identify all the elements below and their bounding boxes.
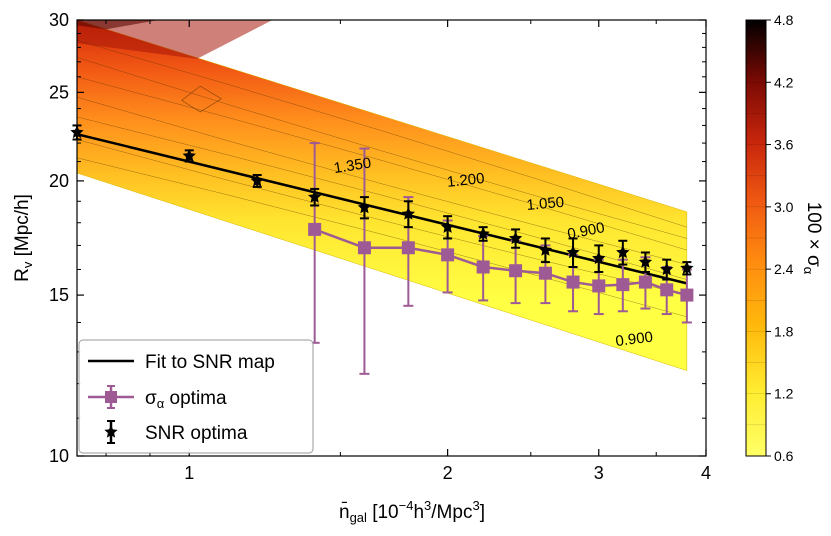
x-tick-label: 4 [701,463,711,483]
contour-line [77,116,687,280]
snr-optima-point [566,245,580,259]
snr-optima-point [660,262,674,276]
contour-label: 1.200 [446,170,485,191]
colorbar-tick-label: 1.2 [774,386,794,402]
snr-optima-point [182,148,196,162]
legend: Fit to SNR map σα optima SNR optima [78,339,314,454]
sigma-optima-point [638,275,652,289]
y-axis-title: Rv [Mpc/h] [12,194,35,282]
x-tick-label: 3 [594,463,604,483]
colorbar-tick-label: 1.8 [774,323,794,339]
colorbar-tick-label: 3.6 [774,137,794,153]
x-tick-label: 1 [184,463,194,483]
sigma-optima-point [476,260,490,274]
sigma-optima-point [308,222,322,236]
colorbar-frame [745,19,767,457]
snr-optima-point [538,243,553,256]
y-tick-label: 30 [49,10,69,30]
y-tick-label: 15 [49,285,69,305]
sigma-optima-point [566,275,580,289]
sigma-optima-point [401,241,415,255]
snr-optima-point [250,173,264,187]
legend-fit-label: Fit to SNR map [145,352,275,373]
sigma-optima-point [441,248,455,262]
contour-darkest-band [77,20,159,30]
snr-optima-point [401,207,415,220]
colorbar-tick-label: 0.6 [774,448,794,464]
colorbar-bands [746,50,766,426]
sigma-optima-point [509,264,523,278]
colorbar-tick-label: 3.0 [774,199,794,215]
contour-line [77,57,687,239]
colorbar [746,20,766,456]
fit-line [77,132,688,285]
colorbar-ticks: 0.6 1.2 1.8 2.4 3.0 3.6 4.2 4.8 [766,12,794,464]
legend-snr-label: SNR optima [145,423,248,444]
y-tick-label: 25 [49,82,69,102]
sigma-optima-point [538,266,552,280]
legend-snr-swatch [104,420,118,444]
legend-sigma-label: σα optima [145,388,227,411]
contour-dark-band [77,20,273,59]
axes-frame [76,19,707,457]
contour-label: 0.900 [615,329,654,350]
contour-label: 1.350 [333,154,373,177]
fit-line-layer [77,132,688,285]
contour-line [77,157,687,318]
sigma-optima-point [592,279,606,293]
contour-label: 1.050 [526,194,565,214]
snr-optima-point [357,200,372,214]
legend-box [78,339,314,454]
snr-optima-point [308,190,322,203]
contour-region [77,20,688,371]
contour-line [77,76,687,251]
snr-optima-point [476,226,490,240]
snr-optima-point [508,231,523,245]
colorbar-tick-label: 4.2 [774,74,794,90]
legend-sigma-swatch [88,385,134,409]
y-tick-label: 10 [49,446,69,466]
contour-island [181,85,222,113]
sigma-optima-point [357,241,371,255]
snr-optima-point [638,255,653,268]
contour-line [77,139,687,296]
sigma-optima-point [616,278,630,292]
colorbar-tick-label: 4.8 [774,12,794,28]
snr-optima-point [592,251,606,265]
y-tick-label: 20 [49,171,69,191]
snr-optima-layer [70,124,694,281]
contour-label: 0.900 [566,219,606,243]
snr-optima-point [680,261,694,274]
colorbar-title: 100 × σα [801,202,824,275]
x-axis-title: n̄gal [10−4h3/Mpc3] [339,498,485,525]
snr-optima-point [440,220,455,233]
legend-snr-star [104,425,118,438]
contour-line [77,96,687,265]
colorbar-tick-label: 2.4 [774,261,794,277]
snr-optima-point [616,245,630,259]
contour-line [77,40,687,228]
sigma-optima-point [680,288,694,302]
y-ticks: 10 15 20 25 30 [49,10,706,466]
x-tick-label: 2 [443,463,453,483]
sigma-optima-point [660,283,674,297]
